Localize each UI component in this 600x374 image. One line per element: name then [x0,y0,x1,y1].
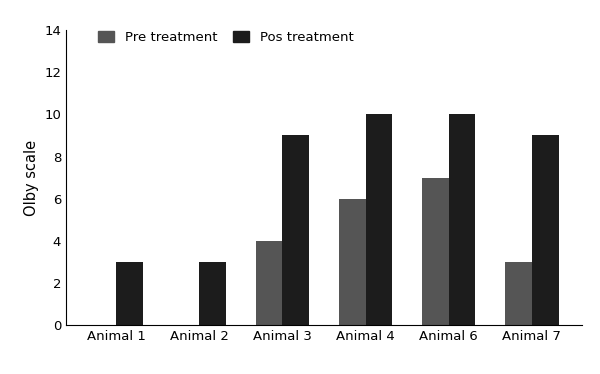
Bar [365,114,392,325]
Bar [116,262,143,325]
Bar [532,135,559,325]
Bar [422,178,449,325]
Y-axis label: Olby scale: Olby scale [23,140,38,216]
Bar [505,262,532,325]
Bar [256,241,283,325]
Bar [449,114,475,325]
Bar [283,135,309,325]
Bar [199,262,226,325]
Bar [339,199,365,325]
Legend: Pre treatment, Pos treatment: Pre treatment, Pos treatment [98,31,353,44]
